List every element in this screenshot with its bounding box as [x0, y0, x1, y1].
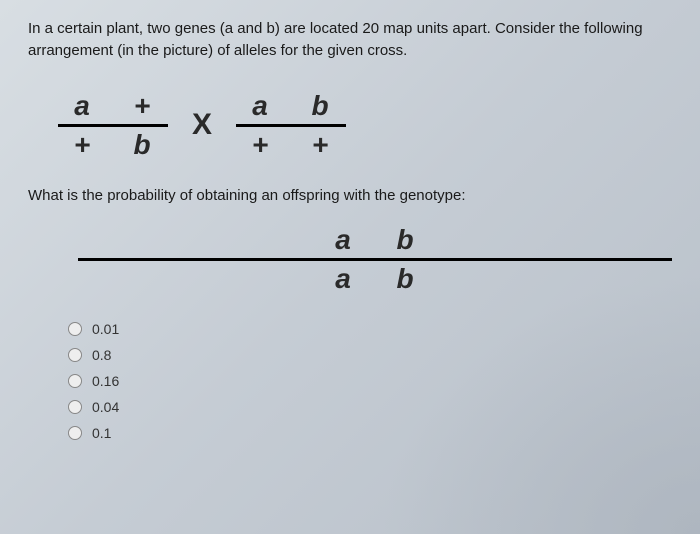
parent-right: a b + + — [236, 90, 346, 161]
target-bottom: a b — [326, 263, 424, 295]
option-label: 0.01 — [92, 321, 119, 337]
allele: b — [125, 129, 161, 161]
parent-right-bottom: + + — [243, 129, 339, 161]
option-row[interactable]: 0.01 — [68, 321, 672, 337]
allele: + — [243, 129, 279, 161]
target-genotype: a b a b — [78, 224, 672, 295]
option-row[interactable]: 0.1 — [68, 425, 672, 441]
target-top: a b — [326, 224, 424, 256]
fraction-line — [236, 124, 346, 127]
allele: a — [243, 90, 279, 122]
radio-icon[interactable] — [68, 374, 82, 388]
question-intro: In a certain plant, two genes (a and b) … — [28, 18, 668, 62]
fraction-line — [78, 258, 672, 261]
radio-icon[interactable] — [68, 400, 82, 414]
option-row[interactable]: 0.04 — [68, 399, 672, 415]
allele: + — [125, 90, 161, 122]
allele: + — [65, 129, 101, 161]
option-label: 0.04 — [92, 399, 119, 415]
radio-icon[interactable] — [68, 348, 82, 362]
option-row[interactable]: 0.16 — [68, 373, 672, 389]
cross-equation: a + + b X a b + + — [58, 90, 672, 161]
radio-icon[interactable] — [68, 426, 82, 440]
option-label: 0.1 — [92, 425, 111, 441]
parent-left-bottom: + b — [65, 129, 161, 161]
option-label: 0.16 — [92, 373, 119, 389]
parent-right-top: a b — [243, 90, 339, 122]
radio-icon[interactable] — [68, 322, 82, 336]
answer-options: 0.01 0.8 0.16 0.04 0.1 — [68, 321, 672, 441]
allele: + — [303, 129, 339, 161]
question-text: What is the probability of obtaining an … — [28, 187, 672, 204]
option-row[interactable]: 0.8 — [68, 347, 672, 363]
allele: a — [326, 263, 362, 295]
allele: a — [65, 90, 101, 122]
option-label: 0.8 — [92, 347, 111, 363]
allele: b — [303, 90, 339, 122]
parent-left: a + + b — [58, 90, 168, 161]
cross-operator: X — [192, 108, 212, 142]
allele: b — [388, 224, 424, 256]
fraction-line — [58, 124, 168, 127]
parent-left-top: a + — [65, 90, 161, 122]
allele: b — [388, 263, 424, 295]
allele: a — [326, 224, 362, 256]
